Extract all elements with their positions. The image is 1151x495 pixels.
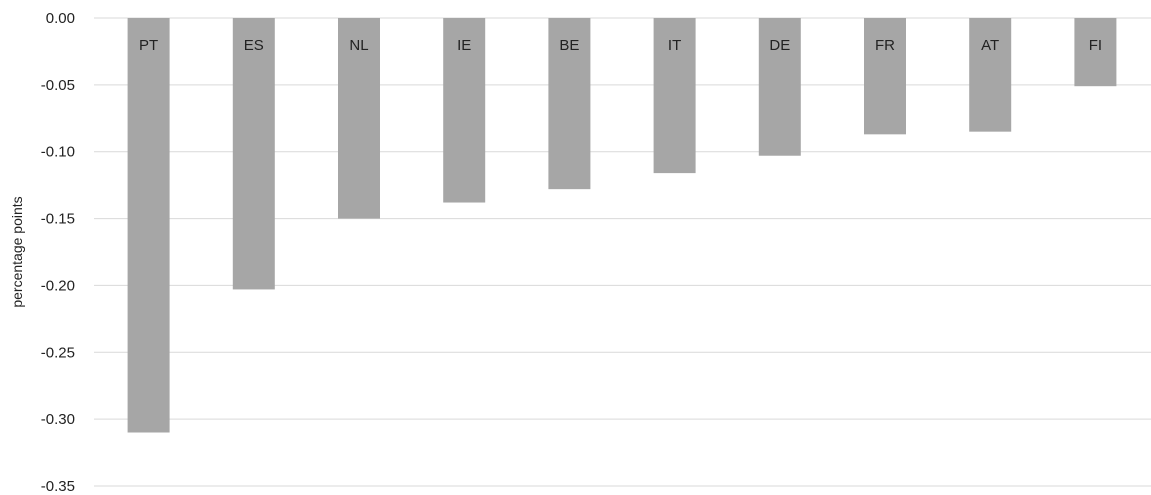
- y-tick-label: -0.15: [41, 211, 75, 228]
- category-label-at: AT: [981, 37, 999, 54]
- category-label-es: ES: [244, 37, 264, 54]
- bar-it: [653, 18, 696, 174]
- category-label-it: IT: [668, 37, 681, 54]
- category-label-fi: FI: [1089, 37, 1102, 54]
- bar-be: [548, 18, 591, 190]
- y-tick-label: -0.35: [41, 478, 75, 495]
- category-label-nl: NL: [349, 37, 368, 54]
- bar-fi: [1074, 18, 1117, 87]
- bar-pt: [127, 18, 170, 433]
- bar-de: [758, 18, 801, 156]
- category-labels: PT ES NL IE BE IT DE FR AT FI: [139, 37, 1102, 54]
- bar-fr: [864, 18, 906, 135]
- bar-nl: [338, 18, 380, 219]
- y-axis-ticks: 0.00 -0.05 -0.10 -0.15 -0.20 -0.25 -0.30 -0.35: [41, 10, 75, 495]
- category-label-ie: IE: [457, 37, 471, 54]
- bar-at: [969, 18, 1012, 132]
- bar-es: [232, 18, 275, 290]
- y-tick-label: 0.00: [46, 10, 75, 27]
- category-label-pt: PT: [139, 37, 158, 54]
- bars: [127, 18, 1117, 433]
- bar-ie: [443, 18, 486, 203]
- y-axis-title: percentage points: [9, 196, 25, 307]
- y-tick-label: -0.20: [41, 277, 75, 294]
- y-tick-label: -0.10: [41, 144, 75, 161]
- y-tick-label: -0.30: [41, 411, 75, 428]
- y-tick-label: -0.05: [41, 77, 75, 94]
- y-tick-label: -0.25: [41, 344, 75, 361]
- category-label-be: BE: [559, 37, 579, 54]
- category-label-fr: FR: [875, 37, 895, 54]
- category-label-de: DE: [769, 37, 790, 54]
